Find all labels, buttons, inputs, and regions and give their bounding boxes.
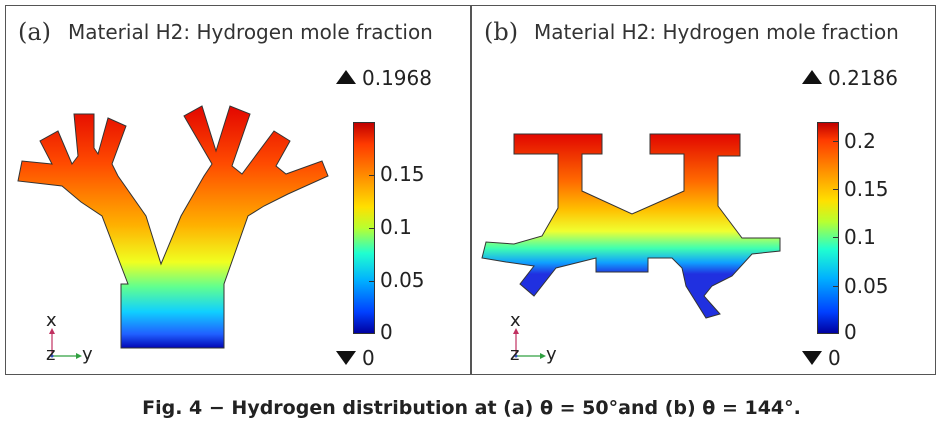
panel-a-axis-x-label: x xyxy=(46,310,57,331)
panel-b-tick-label: 0.2 xyxy=(844,129,876,153)
panel-b: (b) Material H2: Hydrogen mole fraction … xyxy=(472,6,936,374)
panel-a-label: (a) xyxy=(18,18,52,46)
panel-a-axis-triad-icon xyxy=(49,328,82,359)
panel-b-manifold-shape xyxy=(481,133,781,319)
panel-b-max-marker-icon xyxy=(802,70,822,84)
panel-a-title: Material H2: Hydrogen mole fraction xyxy=(68,20,433,44)
panel-a-tick-label: 0.15 xyxy=(380,162,425,186)
panel-b-tick-label: 0 xyxy=(844,320,857,344)
panel-b-label: (b) xyxy=(484,18,519,46)
panel-divider xyxy=(470,5,472,375)
panel-a-tick-label: 0.05 xyxy=(380,268,425,292)
panel-b-tick-label: 0.1 xyxy=(844,225,876,249)
panel-a-max-value: 0.1968 xyxy=(362,66,432,90)
panel-b-tick-label: 0.05 xyxy=(844,274,889,298)
panel-b-colorbar xyxy=(817,122,839,334)
panel-a: (a) Material H2: Hydrogen mole fraction … xyxy=(6,6,470,374)
panel-a-max-marker-icon xyxy=(336,70,356,84)
panel-a-axis-z-label: z xyxy=(46,344,56,365)
panel-a-tick-label: 0.1 xyxy=(380,215,412,239)
panel-a-tree-shape xyxy=(17,105,329,349)
panel-b-axis-x-label: x xyxy=(510,310,521,331)
panel-a-min-value: 0 xyxy=(362,346,375,370)
figure-caption: Fig. 4 − Hydrogen distribution at (a) θ … xyxy=(142,397,801,419)
panel-b-max-value: 0.2186 xyxy=(828,66,898,90)
panel-b-axis-z-label: z xyxy=(510,344,520,365)
panel-b-min-value: 0 xyxy=(828,346,841,370)
panel-a-tick-label: 0 xyxy=(380,320,393,344)
panel-a-min-marker-icon xyxy=(336,351,356,365)
panel-a-geometry xyxy=(17,105,329,349)
panel-b-tick-label: 0.15 xyxy=(844,177,889,201)
panel-b-axis-y-label: y xyxy=(546,344,557,365)
panel-b-title: Material H2: Hydrogen mole fraction xyxy=(534,20,899,44)
panel-b-axis-triad-icon xyxy=(513,328,546,359)
panel-b-geometry xyxy=(481,133,781,319)
panel-a-axis-y-label: y xyxy=(82,344,93,365)
panel-b-min-marker-icon xyxy=(802,351,822,365)
